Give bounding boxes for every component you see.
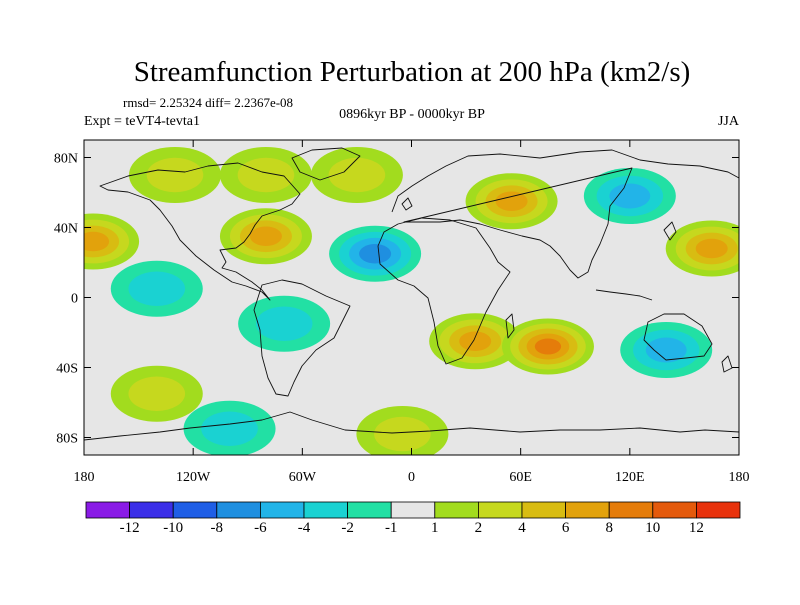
contour-band <box>237 157 295 193</box>
perturbation-cell <box>329 225 422 282</box>
colorbar-swatch <box>565 501 610 519</box>
contour-band <box>495 191 528 211</box>
perturbation-cell <box>110 365 203 422</box>
contour-band <box>695 238 728 259</box>
colorbar-swatch <box>85 501 130 519</box>
x-tick-label: 120E <box>615 470 645 485</box>
x-tick-label: 120W <box>176 470 211 485</box>
contour-band <box>249 226 282 246</box>
perturbation-cell <box>356 406 449 455</box>
perturbation-cell <box>465 173 558 230</box>
colorbar-label: 4 <box>518 520 526 536</box>
contour-band <box>84 231 110 252</box>
contour-band <box>359 244 392 264</box>
colorbar-swatch <box>129 501 174 519</box>
contour-band <box>609 183 651 209</box>
x-tick-label: 60E <box>509 470 532 485</box>
x-axis-ticks: 180 120W 60W 0 60E 120E 180 <box>74 140 750 485</box>
x-tick-label: 180 <box>74 470 95 485</box>
europe-asia-coast <box>391 149 739 279</box>
colorbar-swatch <box>434 501 479 519</box>
perturbation-cell <box>219 208 312 265</box>
colorbar-label: 1 <box>431 520 439 536</box>
y-axis-ticks: 80N 40N 0 40S 80S <box>54 152 739 447</box>
colorbar-label: -10 <box>163 520 183 536</box>
contour-band <box>374 416 431 452</box>
colorbar-swatch <box>608 501 654 519</box>
period-label: 0896kyr BP - 0000kyr BP <box>339 107 485 122</box>
colorbar-swatch <box>477 501 523 519</box>
colorbar-swatch <box>696 501 741 519</box>
y-tick-label: 80S <box>56 432 78 447</box>
colorbar-label: 12 <box>689 520 704 536</box>
colorbar-swatch <box>521 501 566 519</box>
colorbar-label: -2 <box>341 520 354 536</box>
contour-band <box>534 338 562 355</box>
x-tick-label: 60W <box>289 470 317 485</box>
colorbar-label: -6 <box>254 520 267 536</box>
contour-band <box>459 331 492 351</box>
colorbar-label: -4 <box>298 520 311 536</box>
perturbation-cell <box>620 322 713 378</box>
colorbar-swatch <box>652 501 697 519</box>
colorbar-label: -1 <box>385 520 398 536</box>
perturbation-cell <box>501 318 594 375</box>
x-tick-label: 0 <box>408 470 415 485</box>
perturbation-cell <box>429 313 522 370</box>
expt-label: Expt = teVT4-tevta1 <box>84 114 200 129</box>
greenland-coast <box>291 147 361 181</box>
colorbar-swatch <box>172 501 218 519</box>
colorbar-label: -8 <box>211 520 224 536</box>
perturbation-cell <box>238 295 331 352</box>
perturbation-cell <box>583 168 676 224</box>
africa-coast <box>377 217 511 365</box>
contour-band <box>255 306 313 341</box>
perturbation-cell <box>84 213 140 270</box>
colorbar-swatch <box>390 501 436 519</box>
y-tick-label: 80N <box>54 152 78 167</box>
coastlines <box>84 147 739 441</box>
season-label: JJA <box>718 114 740 129</box>
colorbar-swatch <box>216 501 261 519</box>
colorbar-label: 10 <box>645 520 660 536</box>
perturbation-cell <box>665 220 739 277</box>
indonesia-coast <box>595 289 653 301</box>
contour-band <box>128 271 186 306</box>
colorbar-swatch <box>303 501 348 519</box>
contour-band <box>328 157 386 193</box>
x-tick-label: 180 <box>729 470 750 485</box>
colorbar: -12 -10 -8 -6 -4 -2 -1 1 2 4 6 8 10 12 <box>85 501 741 536</box>
perturbation-field <box>84 147 739 455</box>
uk-coast <box>401 197 413 211</box>
y-tick-label: 40N <box>54 222 78 237</box>
chart-title: Streamfunction Perturbation at 200 hPa (… <box>134 56 691 88</box>
contour-band <box>645 337 687 363</box>
contour-band <box>146 157 204 193</box>
y-tick-label: 0 <box>71 292 78 307</box>
madagascar-coast <box>505 313 515 339</box>
contour-band <box>128 376 186 411</box>
contour-band <box>201 411 258 446</box>
perturbation-cell <box>110 260 203 317</box>
south-america-coast <box>253 279 351 397</box>
perturbation-cell <box>310 147 403 203</box>
colorbar-swatch <box>347 501 392 519</box>
stats-text: rmsd= 2.25324 diff= 2.2367e-08 <box>123 95 293 110</box>
australia-coast <box>643 313 713 361</box>
perturbation-cell <box>183 400 276 455</box>
y-tick-label: 40S <box>56 362 78 377</box>
perturbation-cell <box>128 147 221 203</box>
map-area <box>84 140 739 455</box>
colorbar-label: 8 <box>605 520 613 536</box>
japan-coast <box>663 221 677 241</box>
perturbation-cell <box>219 147 312 203</box>
antarctica-coast <box>84 411 739 441</box>
colorbar-label: 6 <box>562 520 570 536</box>
colorbar-swatch <box>259 501 305 519</box>
colorbar-label: -12 <box>120 520 140 536</box>
north-america-coast <box>99 162 301 301</box>
colorbar-label: 2 <box>475 520 483 536</box>
